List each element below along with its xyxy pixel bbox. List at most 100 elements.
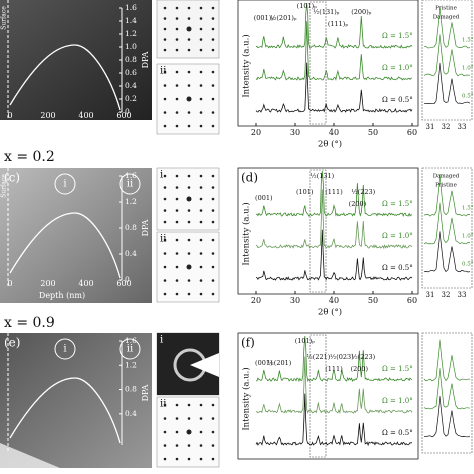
- saed-spot: [163, 417, 167, 420]
- saed-spot: [163, 403, 167, 407]
- xrd-x-title: 2θ (°): [318, 307, 342, 318]
- dpa-tick-label: 0.6: [125, 68, 137, 77]
- saed-spot: [211, 209, 215, 212]
- saed-spot: [211, 70, 215, 74]
- dpa-tick-label: 1.2: [125, 197, 137, 206]
- inset-label: Damaged: [433, 174, 460, 180]
- dpa-tick-label: 1.6: [125, 336, 137, 345]
- saed-spot: [211, 197, 215, 201]
- saed-spot: [187, 38, 191, 41]
- dpa-tick-label: 0.8: [125, 385, 137, 394]
- peak-label: ½(223): [351, 353, 375, 361]
- peak-label: (001): [255, 359, 273, 367]
- depth-tick-label: 600: [116, 279, 131, 288]
- saed-spot: [199, 430, 203, 434]
- inset-omega: 1.0°: [462, 234, 474, 240]
- inset-label: Pristine: [435, 183, 457, 189]
- omega-label: Ω = 0.5°: [382, 264, 413, 272]
- peak-window: [309, 169, 327, 293]
- inset-trace: [423, 395, 471, 438]
- panel-label: (c): [4, 171, 20, 185]
- saed-spot: [175, 238, 179, 242]
- saed-spot: [211, 17, 215, 20]
- saed-spot: [163, 457, 167, 461]
- saed-spot: [199, 197, 203, 201]
- xrd-y-title: Intensity (a.u.): [241, 202, 252, 265]
- xrd-tick-label: 20: [251, 128, 261, 137]
- saed-spot: [211, 238, 215, 242]
- peak-label: ½(131): [310, 172, 334, 180]
- saed-spot: [175, 38, 179, 41]
- xrd-tick-label: 40: [329, 296, 339, 305]
- peak-label: ½(201): [268, 359, 292, 367]
- inset-label: Damaged: [433, 15, 460, 21]
- inset-tick-label: 31: [426, 123, 435, 131]
- peak-label: (200): [349, 200, 367, 208]
- saed-spot: [199, 97, 203, 101]
- dpa-tick-label: 0.8: [125, 223, 137, 232]
- saed-spot: [163, 279, 167, 282]
- saed-spot: [175, 430, 179, 434]
- inset-tick-label: 33: [458, 123, 467, 131]
- saed-spot: [163, 444, 167, 447]
- saed-spot: [163, 38, 167, 41]
- inset-omega: 1.0°: [462, 66, 474, 72]
- saed-spot: [187, 17, 191, 20]
- xrd-trace: [255, 393, 413, 447]
- saed-spot: [175, 252, 179, 255]
- saed-spot: [175, 457, 179, 461]
- inset-tick-label: 32: [442, 123, 451, 131]
- xrd-frame: [237, 167, 419, 295]
- dpa-curve: [9, 44, 121, 111]
- saed-spot: [175, 17, 179, 20]
- panel-label: (d): [241, 171, 258, 185]
- saed-spot: [163, 197, 167, 201]
- saed-spot: [211, 84, 215, 87]
- saed-spot: [211, 292, 215, 296]
- saed-spot: [163, 84, 167, 87]
- saed-spot: [175, 84, 179, 87]
- composition-heading: x = 0.9: [4, 315, 55, 331]
- xrd-x-title: 2θ (°): [318, 139, 342, 150]
- inset-frame: [421, 167, 473, 289]
- region-marker: [119, 173, 141, 195]
- xrd-trace: [255, 189, 413, 249]
- saed-spot: [211, 27, 215, 31]
- saed-spot: [199, 27, 203, 31]
- panel-label: (f): [241, 336, 255, 350]
- saed-spot: [199, 457, 203, 461]
- saed-spot: [163, 111, 167, 114]
- region-label: ii: [127, 179, 133, 190]
- saed-spot: [163, 220, 167, 224]
- saed-spot: [163, 238, 167, 242]
- saed-label: ii: [160, 234, 166, 245]
- saed-spot: [175, 403, 179, 407]
- omega-label: Ω = 1.0°: [382, 397, 413, 405]
- peak-label: (200): [351, 365, 369, 373]
- peak-label: (001)ₚ: [254, 14, 274, 22]
- saed-spot: [211, 124, 215, 128]
- saed-spot: [175, 186, 179, 189]
- saed-spot: [199, 417, 203, 420]
- dpa-tick-label: 0.4: [125, 249, 137, 258]
- xrd-trace: [255, 356, 413, 415]
- saed-spot: [186, 264, 192, 270]
- dpa-tick-label: 1.6: [125, 3, 137, 12]
- saed-spot: [187, 6, 191, 10]
- saed-spot: [211, 252, 215, 255]
- saed-spot: [163, 252, 167, 255]
- saed-spot: [163, 48, 167, 52]
- saed-spot: [187, 403, 191, 407]
- saed-spot: [211, 97, 215, 101]
- saed-spot: [187, 238, 191, 242]
- saed-spot: [199, 186, 203, 189]
- omega-label: Ω = 0.5°: [382, 96, 413, 104]
- depth-tick-label: 0: [7, 279, 12, 288]
- dpa-tick-label: 0.2: [125, 94, 137, 103]
- omega-label: Ω = 1.0°: [382, 232, 413, 240]
- dpa-title: DPA: [141, 219, 150, 236]
- saed-spot: [199, 124, 203, 128]
- beam-wedge: [0, 443, 60, 468]
- dpa-title: DPA: [141, 51, 150, 68]
